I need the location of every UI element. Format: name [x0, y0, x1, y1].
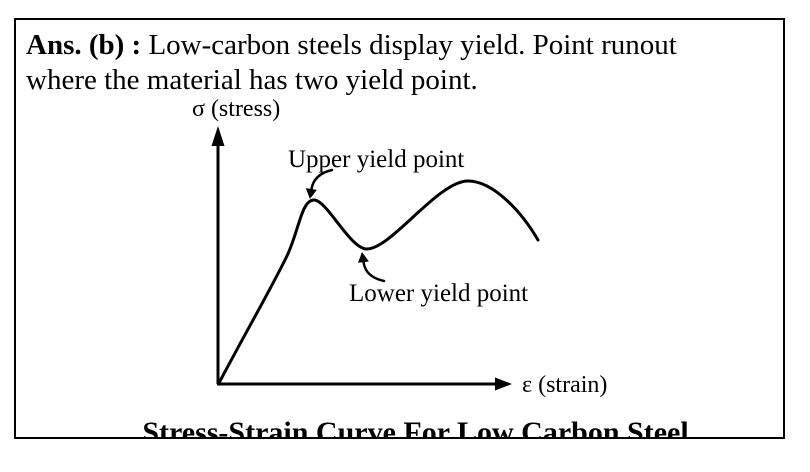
answer-label: Ans. (b) : [26, 29, 142, 61]
y-axis-arrowhead-icon [211, 126, 225, 146]
upper-yield-arrow [310, 168, 334, 191]
y-axis-label: σ (stress) [192, 96, 280, 122]
answer-line-2: where the material has two yield point. [26, 63, 780, 98]
answer-box: Ans. (b) : Low-carbon steels display yie… [14, 18, 785, 439]
upper-yield-label: Upper yield point [288, 146, 464, 173]
answer-line-1: Ans. (b) : Low-carbon steels display yie… [26, 28, 780, 63]
x-axis-label: ε (strain) [522, 372, 607, 398]
figure-caption: Stress-Strain Curve For Low Carbon Steel [142, 416, 689, 439]
answer-line-2-text: where the material has two yield point. [26, 64, 478, 96]
answer-text: Ans. (b) : Low-carbon steels display yie… [26, 28, 780, 98]
x-axis-arrowhead-icon [495, 377, 512, 391]
lower-yield-label: Lower yield point [349, 280, 528, 307]
upper-yield-arrowhead-icon [305, 188, 317, 199]
lower-yield-arrow [362, 260, 386, 283]
answer-line-1-text: Low-carbon steels display yield. Point r… [141, 29, 677, 61]
stress-strain-curve [217, 179, 540, 385]
lower-yield-arrowhead-icon [358, 252, 369, 263]
